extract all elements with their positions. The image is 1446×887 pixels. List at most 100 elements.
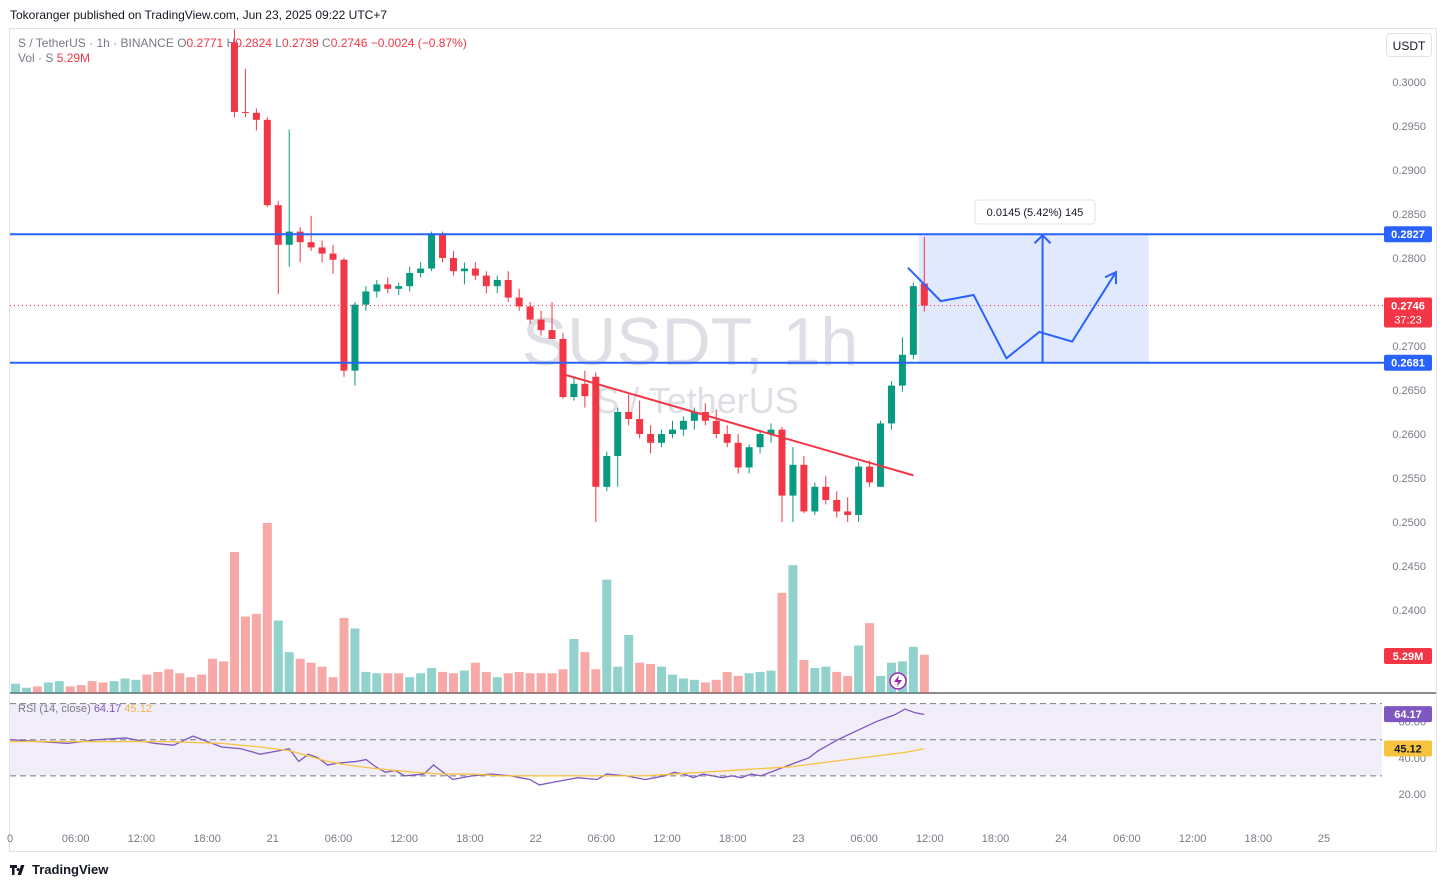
candle-body xyxy=(362,291,370,305)
candle-body xyxy=(800,464,808,512)
volume-bar xyxy=(32,686,42,693)
volume-bar xyxy=(76,685,86,693)
time-tick-label: 06:00 xyxy=(325,833,353,845)
volume-bar xyxy=(755,671,765,693)
footer-brand[interactable]: TradingView xyxy=(10,862,108,877)
candle-body xyxy=(406,272,414,287)
time-tick-label: 06:00 xyxy=(1113,833,1141,845)
candle-body xyxy=(329,253,337,260)
volume-bar xyxy=(175,673,185,693)
candle-body xyxy=(756,434,764,448)
volume-bar xyxy=(744,673,754,693)
lightning-icon-bolt xyxy=(894,675,902,687)
projection-path xyxy=(907,266,1117,360)
trendline xyxy=(562,373,914,477)
volume-legend[interactable]: Vol · S 5.29M xyxy=(18,51,90,65)
price-tick-label: 0.2600 xyxy=(1392,429,1426,441)
volume-bar xyxy=(142,674,152,693)
published-by: Tokoranger published on TradingView.com,… xyxy=(10,8,388,22)
candle-body xyxy=(887,385,895,424)
time-tick-label: 0 xyxy=(7,833,13,845)
candle-body xyxy=(789,464,797,496)
lightning-icon xyxy=(889,672,907,690)
candle-body xyxy=(285,231,293,245)
volume-bar xyxy=(678,678,688,693)
price-tick-label: 0.2700 xyxy=(1392,341,1426,353)
candle-body xyxy=(877,423,885,487)
candle-body xyxy=(493,280,501,287)
symbol-legend[interactable]: S / TetherUS · 1h · BINANCE O0.2771 H0.2… xyxy=(18,35,467,51)
projection-arrow-head xyxy=(1104,270,1117,285)
measure-label-text: 0.0145 (5.42%) 145 xyxy=(987,207,1084,219)
candle-body xyxy=(395,286,403,289)
volume-bar xyxy=(700,682,710,693)
time-tick-label: 12:00 xyxy=(916,833,944,845)
candle-body xyxy=(384,284,392,289)
candle-body xyxy=(439,233,447,258)
candle-body xyxy=(833,500,841,512)
candle-body xyxy=(515,297,523,307)
volume-bar xyxy=(919,654,929,693)
volume-bar xyxy=(295,658,305,693)
volume-price-label-text: 5.29M xyxy=(1393,651,1424,663)
time-tick-label: 18:00 xyxy=(1245,833,1273,845)
volume-bar xyxy=(810,667,820,693)
volume-bar xyxy=(821,666,831,693)
volume-bar xyxy=(547,673,557,693)
candle-body xyxy=(274,205,282,245)
volume-bar xyxy=(591,669,601,693)
high-value: 0.2824 xyxy=(235,36,272,50)
resistance-price-label: 0.2827 xyxy=(1384,226,1432,243)
volume-bar xyxy=(635,662,645,693)
rsi-ma-value-label-box xyxy=(1384,740,1432,757)
volume-bar xyxy=(317,666,327,693)
price-tick-label: 0.2650 xyxy=(1392,385,1426,397)
volume-bar xyxy=(667,674,677,693)
currency-button[interactable]: USDT xyxy=(1386,33,1432,57)
volume-bar xyxy=(832,671,842,693)
footer-brand-text: TradingView xyxy=(32,862,109,877)
volume-bar xyxy=(350,628,360,693)
rsi-value-label-box xyxy=(1384,706,1432,723)
symbol-line[interactable]: S / TetherUS · 1h · BINANCE xyxy=(18,36,174,50)
time-tick-label: 24 xyxy=(1055,833,1067,845)
time-tick-label: 18:00 xyxy=(982,833,1010,845)
rsi-ma-value-label: 45.12 xyxy=(1384,740,1432,757)
volume-bar xyxy=(54,681,64,693)
volume-bar xyxy=(602,579,612,693)
candle-body xyxy=(822,486,830,500)
volume-bar xyxy=(470,662,480,693)
time-tick-label: 06:00 xyxy=(850,833,878,845)
candle-body xyxy=(636,419,644,434)
tradingview-logo-icon xyxy=(10,865,25,875)
candle-body xyxy=(690,412,698,421)
volume-price-label: 5.29M xyxy=(1384,648,1432,664)
candle-body xyxy=(307,242,315,248)
candle-body xyxy=(504,280,512,298)
open-value: 0.2771 xyxy=(186,36,224,50)
volume-bar xyxy=(865,623,875,693)
candle-body xyxy=(909,286,917,355)
candle-body xyxy=(482,275,490,287)
volume-bar xyxy=(21,687,31,693)
candle-body xyxy=(537,319,545,331)
volume-bar xyxy=(208,658,218,693)
candle-body xyxy=(592,376,600,487)
price-tick-label: 0.3000 xyxy=(1392,77,1426,89)
volume-bar xyxy=(361,671,371,693)
resistance-price-label-text: 0.2827 xyxy=(1391,229,1425,241)
close-value: 0.2746 xyxy=(330,36,368,50)
volume-bar xyxy=(777,592,787,693)
volume-bar xyxy=(219,661,229,693)
candle-body xyxy=(471,268,479,276)
rsi-legend[interactable]: RSI (14, close) 64.17 45.12 xyxy=(18,703,152,715)
measure-label-box xyxy=(974,199,1096,225)
price-tick-label: 0.2800 xyxy=(1392,253,1426,265)
rsi-value-label: 64.17 xyxy=(1384,706,1432,723)
measure-label: 0.0145 (5.42%) 145 xyxy=(974,199,1096,225)
candle-body xyxy=(734,442,742,468)
support-price-label-text: 0.2681 xyxy=(1391,358,1425,370)
price-tick-label: 0.2550 xyxy=(1392,473,1426,485)
rsi-line xyxy=(9,708,925,786)
